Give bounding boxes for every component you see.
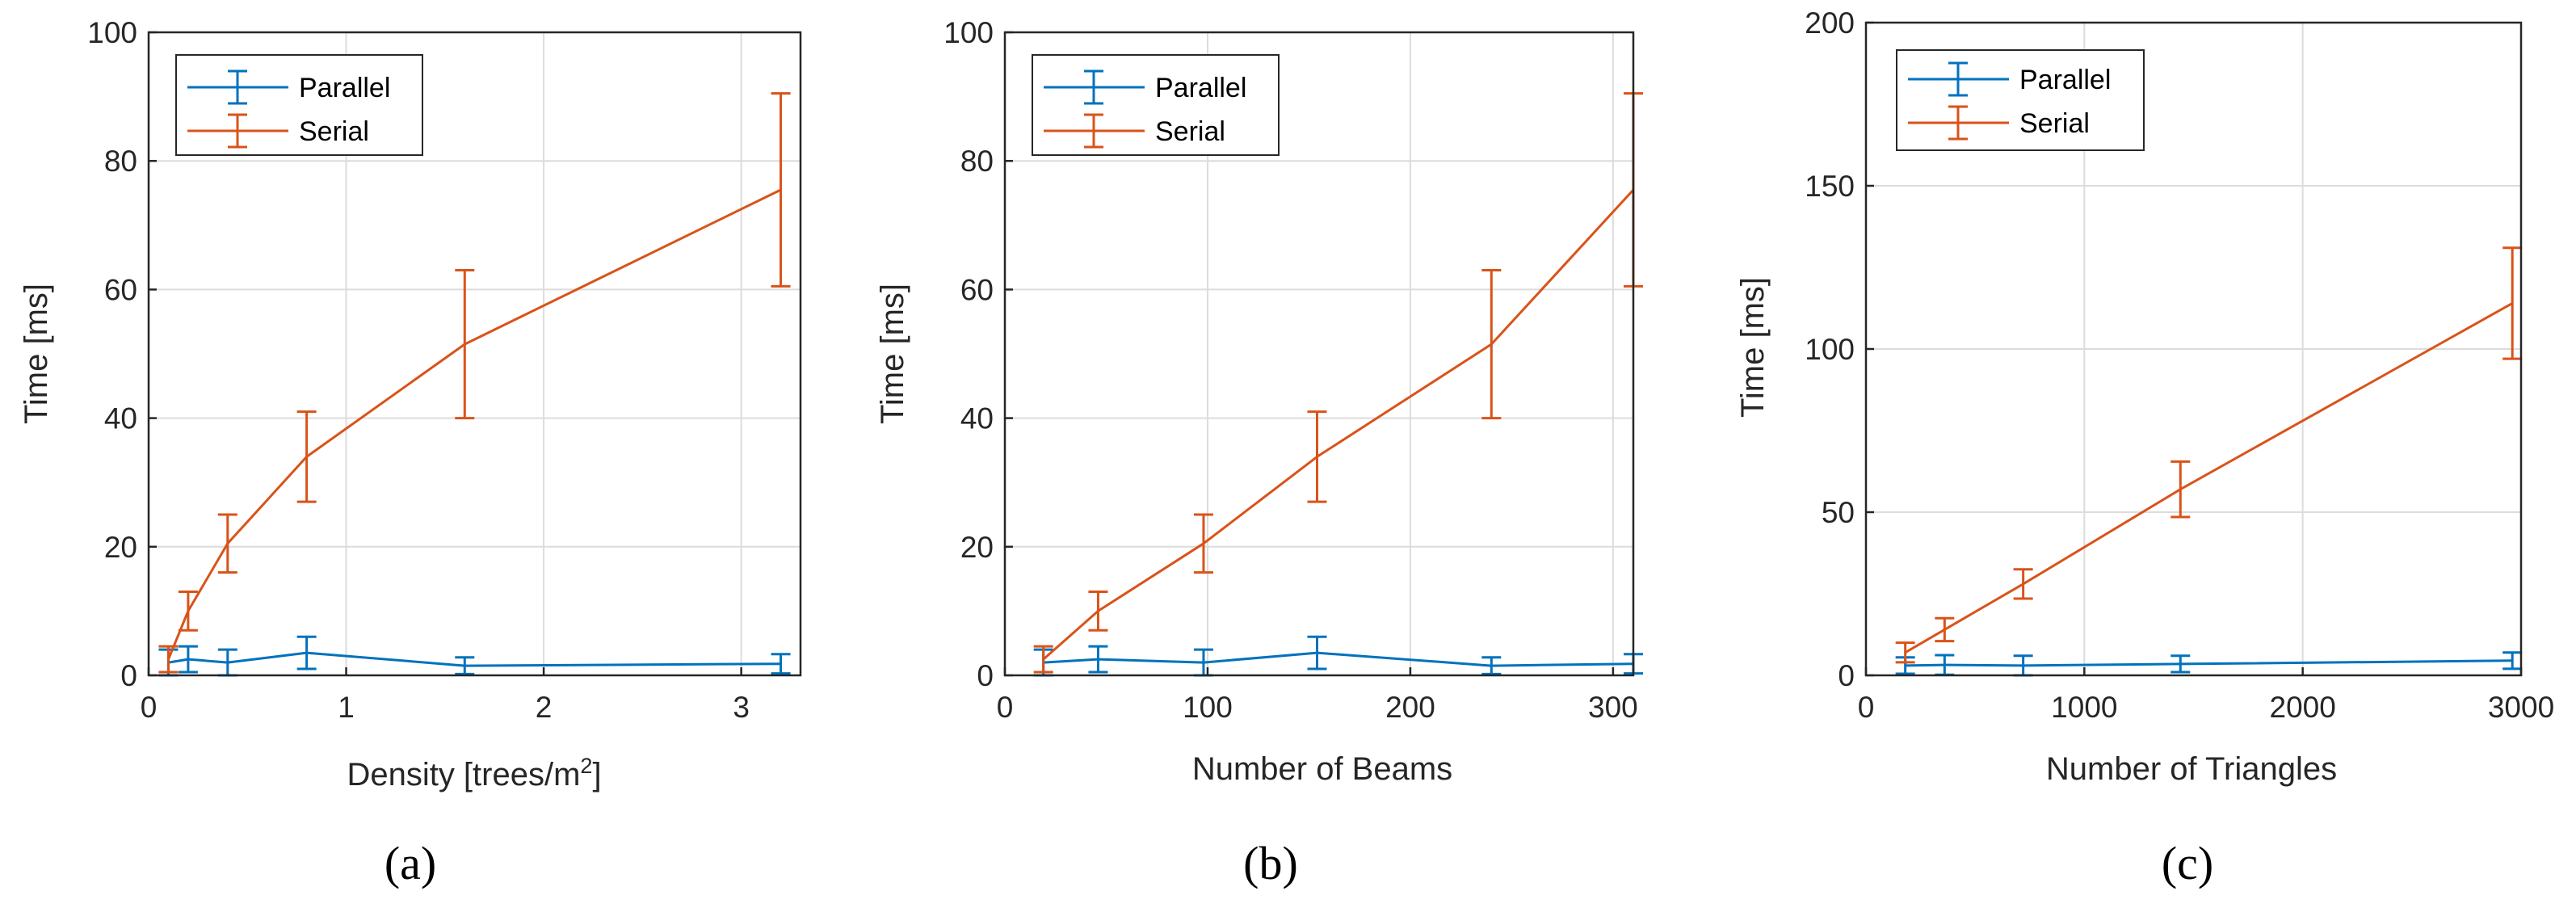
series-line-serial <box>167 188 782 660</box>
legend-box <box>1032 54 1280 156</box>
y-tick-label: 80 <box>960 145 994 178</box>
legend-label-parallel: Parallel <box>2019 65 2111 95</box>
y-tick-label: 50 <box>1822 496 1855 529</box>
x-tick-label: 2 <box>536 691 553 724</box>
legend-entry-serial: Serial <box>1908 105 2090 141</box>
series-line-serial <box>1904 302 2513 654</box>
series-group <box>158 92 791 677</box>
legend-box <box>1896 49 2145 151</box>
series-line-parallel <box>1905 659 2513 667</box>
legend-label-parallel: Parallel <box>1155 73 1246 103</box>
legend-label-serial: Serial <box>299 116 369 147</box>
panel-caption: (c) <box>2162 837 2213 889</box>
x-tick-label: 200 <box>1385 691 1435 724</box>
tick-labels: 0 100 200 300 0 20 40 60 80 100 <box>943 16 1638 724</box>
x-tick-label: 0 <box>141 691 158 724</box>
series-group <box>1033 92 1643 677</box>
x-tick-label: 3 <box>733 691 750 724</box>
x-tick-label: 0 <box>997 691 1014 724</box>
y-tick-label: 40 <box>104 402 137 435</box>
y-tick-label: 150 <box>1805 170 1855 203</box>
legend-label-serial: Serial <box>1155 116 1225 147</box>
legend-entry-serial: Serial <box>1044 113 1225 149</box>
chart-panel-c: 0 1000 2000 3000 0 50 100 150 200 Time [ms] Numb… <box>1735 6 2554 889</box>
legend-box <box>175 54 423 156</box>
legend: Parallel Serial <box>1032 54 1280 156</box>
series-line-parallel <box>1043 651 1634 667</box>
legend-entry-serial: Serial <box>187 113 369 149</box>
legend-entry-parallel: Parallel <box>1908 61 2111 97</box>
y-axis-label: Time [ms] <box>19 284 54 424</box>
legend-entry-parallel: Parallel <box>187 69 390 105</box>
x-tick-label: 0 <box>1858 691 1875 724</box>
y-axis-label: Time [ms] <box>1735 277 1771 418</box>
panel-caption: (a) <box>385 837 436 889</box>
y-tick-label: 20 <box>104 531 137 564</box>
y-tick-label: 40 <box>960 402 994 435</box>
legend: Parallel Serial <box>1896 49 2145 151</box>
chart-panel-b: 0 100 200 300 0 20 40 60 80 100 Time [ms] Number … <box>875 16 1643 889</box>
x-tick-label: 2000 <box>2270 691 2336 724</box>
chart-panel-a: 0 1 2 3 0 20 40 60 80 100 Time [ms] Density [tree… <box>19 16 802 889</box>
legend-label-parallel: Parallel <box>299 73 390 103</box>
legend-entry-parallel: Parallel <box>1044 69 1246 105</box>
x-tick-label: 3000 <box>2488 691 2554 724</box>
legend-label-serial: Serial <box>2019 108 2090 139</box>
x-tick-label: 1000 <box>2051 691 2117 724</box>
x-axis-label: Number of Triangles <box>2046 751 2337 787</box>
y-tick-label: 0 <box>120 659 137 692</box>
legend: Parallel Serial <box>175 54 423 156</box>
series-line-parallel <box>168 651 781 667</box>
y-tick-label: 100 <box>943 16 994 49</box>
panel-caption: (b) <box>1243 837 1298 889</box>
y-axis-label: Time [ms] <box>875 284 910 424</box>
x-axis-label: Density [trees/m2] <box>347 754 601 792</box>
y-tick-label: 200 <box>1805 6 1855 40</box>
tick-labels: 0 1000 2000 3000 0 50 100 150 200 <box>1805 6 2554 724</box>
y-tick-label: 0 <box>1838 659 1855 692</box>
tick-labels: 0 1 2 3 0 20 40 60 80 100 <box>87 16 750 724</box>
plot-area-frame <box>147 31 802 677</box>
y-tick-label: 100 <box>1805 333 1855 366</box>
plot-area-frame <box>1003 31 1635 677</box>
y-tick-label: 100 <box>87 16 137 49</box>
series-group <box>1895 246 2523 677</box>
x-tick-label: 1 <box>338 691 355 724</box>
y-tick-label: 20 <box>960 531 994 564</box>
y-tick-label: 60 <box>104 273 137 306</box>
y-tick-label: 80 <box>104 145 137 178</box>
x-axis-label: Number of Beams <box>1192 751 1452 787</box>
x-tick-label: 300 <box>1588 691 1638 724</box>
y-tick-label: 0 <box>977 659 994 692</box>
series-line-serial <box>1042 188 1635 661</box>
y-tick-label: 60 <box>960 273 994 306</box>
x-tick-label: 100 <box>1183 691 1233 724</box>
